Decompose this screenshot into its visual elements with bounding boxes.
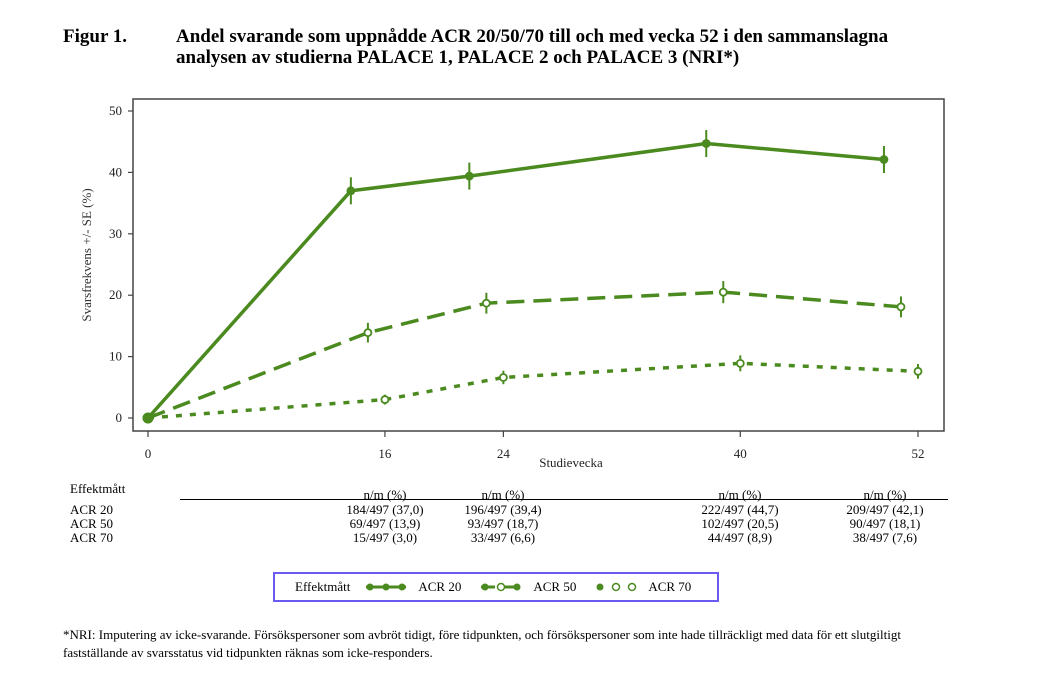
data-point bbox=[718, 287, 728, 297]
table-row-label: ACR 50 bbox=[70, 516, 113, 531]
column-header: n/m (%) bbox=[718, 487, 762, 502]
plot-frame bbox=[132, 98, 945, 432]
series-line-acr70 bbox=[147, 361, 919, 420]
data-point bbox=[701, 139, 711, 148]
table-cell: 15/497 (3,0) bbox=[352, 530, 418, 545]
data-point bbox=[896, 302, 906, 312]
legend-entry-acr20: ACR 20 bbox=[364, 579, 461, 595]
series-line-acr50 bbox=[147, 290, 902, 420]
legend: Effektmått ACR 20 ACR 50 ACR 70 bbox=[273, 572, 719, 602]
figure-label: Figur 1. bbox=[63, 26, 128, 47]
data-point bbox=[498, 373, 508, 382]
table-header: Effektmått bbox=[70, 481, 126, 496]
table-cell: 33/497 (6,6) bbox=[470, 530, 536, 545]
dotted-line-icon bbox=[596, 582, 637, 592]
dashed-line-icon bbox=[481, 582, 522, 592]
y-axis-label: Svarsfrekvens +/- SE (%) bbox=[79, 188, 94, 321]
table-cell: 38/497 (7,6) bbox=[852, 530, 918, 545]
data-point bbox=[464, 171, 474, 181]
x-axis: 0 16 24 40 52 bbox=[145, 431, 925, 461]
figure-title: Andel svarande som uppnådde ACR 20/50/70… bbox=[176, 26, 889, 68]
data-point bbox=[735, 358, 745, 368]
table-cell: 196/497 (39,4) bbox=[464, 502, 542, 517]
data-point bbox=[142, 412, 154, 424]
line-chart: 0 10 20 30 40 50 0 16 24 40 52 Svarsfrekvens +/- … bbox=[79, 98, 945, 470]
legend-label: ACR 20 bbox=[418, 579, 462, 594]
data-point bbox=[380, 395, 390, 404]
data-point bbox=[879, 155, 889, 164]
table-cell: 90/497 (18,1) bbox=[849, 516, 921, 531]
legend-entry-acr70: ACR 70 bbox=[594, 579, 691, 595]
y-axis: 0 10 20 30 40 50 bbox=[109, 103, 133, 425]
x-axis-label: Studievecka bbox=[539, 455, 603, 470]
table-row-label: ACR 20 bbox=[70, 502, 113, 517]
y-tick-label: 30 bbox=[109, 226, 122, 241]
table-rule bbox=[180, 499, 948, 500]
table-row-label: ACR 70 bbox=[70, 530, 113, 545]
series-layer bbox=[142, 130, 923, 424]
legend-label: ACR 70 bbox=[648, 579, 692, 594]
data-point bbox=[363, 328, 373, 338]
table-cell: 44/497 (8,9) bbox=[707, 530, 773, 545]
legend-entry-acr50: ACR 50 bbox=[479, 579, 576, 595]
data-point bbox=[346, 186, 356, 196]
y-tick-label: 20 bbox=[109, 287, 122, 302]
table-cell: 184/497 (37,0) bbox=[346, 502, 424, 517]
solid-line-icon bbox=[366, 583, 407, 591]
legend-title: Effektmått bbox=[295, 579, 351, 594]
y-tick-label: 50 bbox=[109, 103, 122, 118]
x-tick-label: 40 bbox=[734, 446, 747, 461]
table-cell: 102/497 (20,5) bbox=[701, 516, 779, 531]
data-point bbox=[913, 366, 923, 376]
table-cell: 222/497 (44,7) bbox=[701, 502, 779, 517]
table-cell: 69/497 (13,9) bbox=[349, 516, 421, 531]
table-cell: 209/497 (42,1) bbox=[846, 502, 924, 517]
column-header: n/m (%) bbox=[863, 487, 907, 502]
y-tick-label: 0 bbox=[116, 410, 123, 425]
x-tick-label: 0 bbox=[145, 446, 152, 461]
column-header: n/m (%) bbox=[363, 487, 407, 502]
data-point bbox=[481, 298, 491, 308]
footnote: *NRI: Imputering av icke-svarande. Försö… bbox=[63, 627, 901, 660]
column-header: n/m (%) bbox=[481, 487, 525, 502]
x-tick-label: 52 bbox=[912, 446, 925, 461]
x-tick-label: 16 bbox=[378, 446, 392, 461]
y-tick-label: 40 bbox=[109, 164, 122, 179]
x-tick-label: 24 bbox=[497, 446, 511, 461]
legend-label: ACR 50 bbox=[533, 579, 577, 594]
table-cell: 93/497 (18,7) bbox=[467, 516, 539, 531]
y-tick-label: 10 bbox=[109, 349, 122, 364]
